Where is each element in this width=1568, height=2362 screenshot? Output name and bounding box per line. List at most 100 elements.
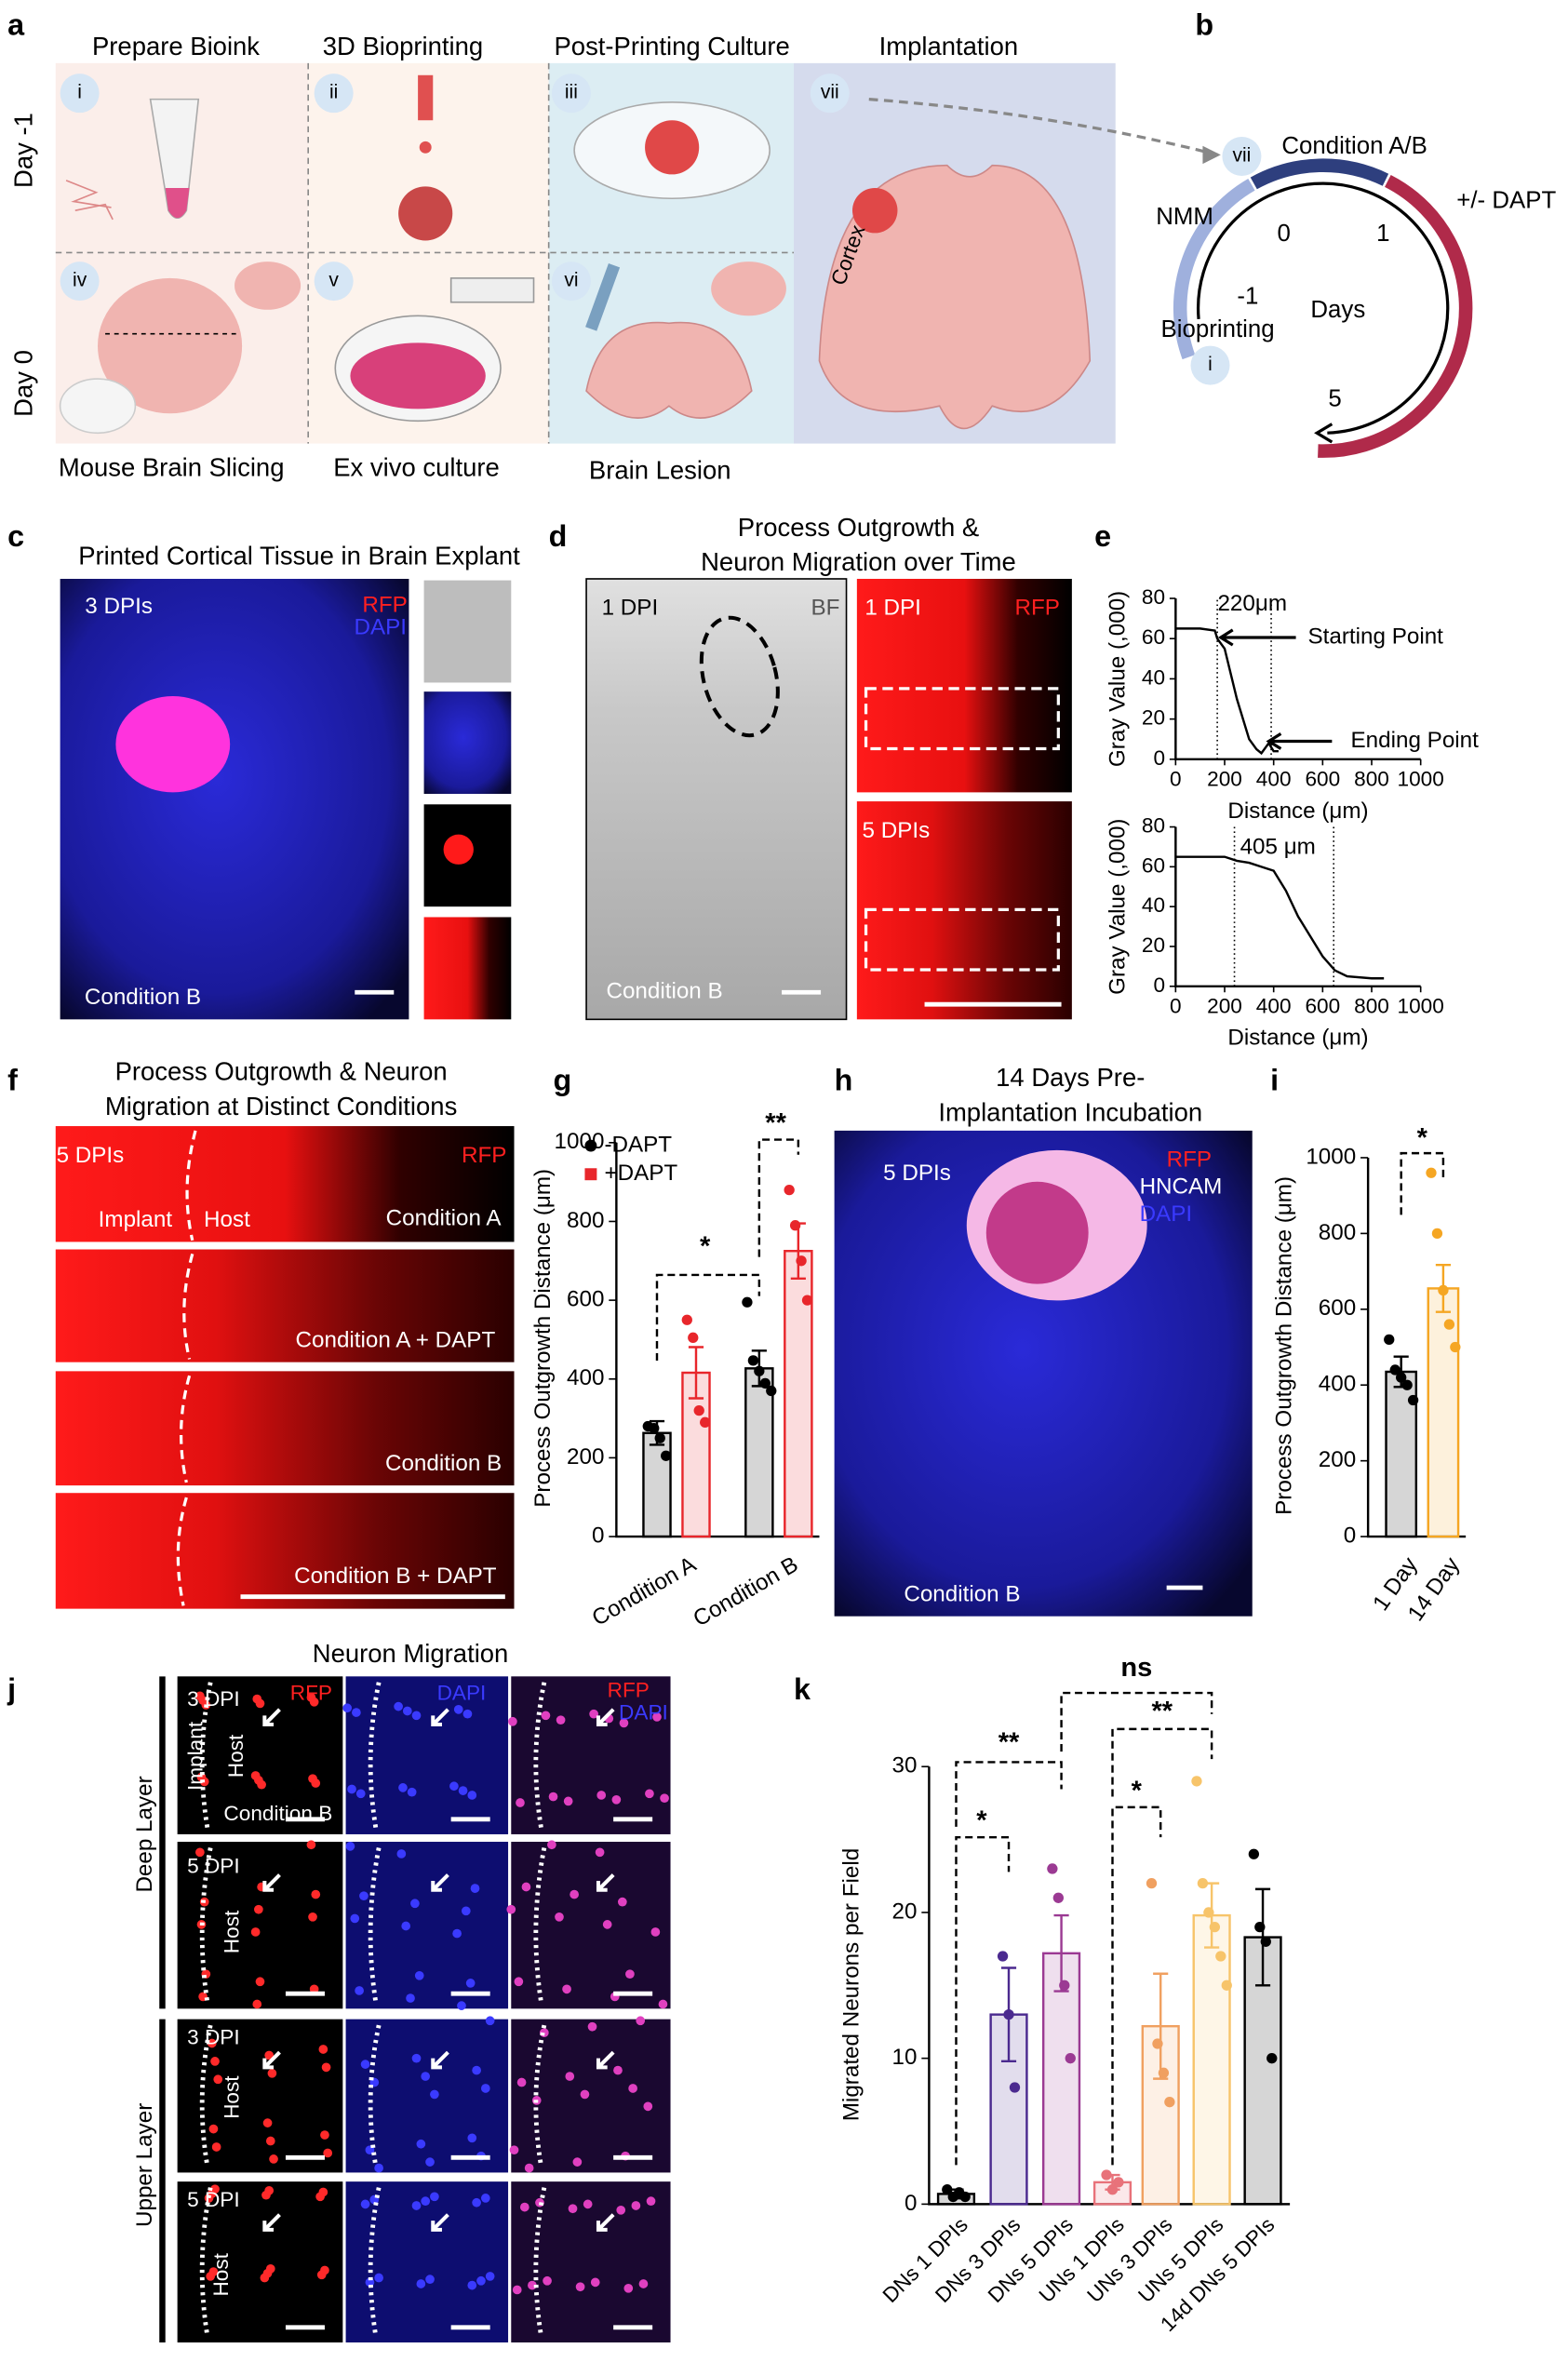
y-tick-label: 800 xyxy=(567,1208,604,1233)
cell xyxy=(320,2130,329,2140)
data-point xyxy=(1396,1372,1407,1383)
arrow xyxy=(431,1708,449,1727)
cell xyxy=(269,2154,278,2164)
cell xyxy=(407,1787,417,1797)
significance: * xyxy=(1132,1776,1143,1805)
y-tick-label: 0 xyxy=(1344,1523,1356,1548)
cell xyxy=(506,1904,516,1914)
cell xyxy=(257,1779,266,1790)
y-tick-label: 800 xyxy=(1319,1220,1356,1245)
cell xyxy=(267,2068,277,2078)
data-point xyxy=(661,1450,672,1461)
cell xyxy=(519,2202,529,2212)
cell xyxy=(628,2084,637,2093)
cell xyxy=(425,2157,435,2167)
data-point xyxy=(959,2191,971,2203)
cell xyxy=(568,2204,578,2214)
cell xyxy=(660,1793,669,1804)
cell xyxy=(472,2065,481,2075)
cell xyxy=(652,1712,662,1722)
data-point xyxy=(1052,1892,1064,1903)
label: Host xyxy=(224,1734,248,1778)
cell xyxy=(350,1913,360,1924)
cell xyxy=(590,2277,600,2288)
cell xyxy=(208,2267,219,2276)
cell xyxy=(308,1912,317,1922)
bar xyxy=(642,1431,672,1538)
lesion-brain xyxy=(585,321,753,419)
cell xyxy=(396,1849,407,1859)
label: Starting Point xyxy=(1308,624,1444,649)
cell xyxy=(416,2139,426,2149)
significance-bracket xyxy=(655,1273,761,1362)
cell xyxy=(255,1977,265,1987)
cell xyxy=(548,1792,558,1802)
data-point xyxy=(681,1314,692,1325)
arrow xyxy=(596,1708,615,1727)
label: Host xyxy=(204,1207,250,1232)
significance: * xyxy=(700,1232,711,1262)
roi xyxy=(864,907,1060,972)
label: 5 DPI xyxy=(187,1854,240,1877)
data-point xyxy=(1009,2082,1021,2093)
step-header: 3D Bioprinting xyxy=(323,32,483,60)
step-number: v xyxy=(328,270,339,291)
label: 405 μm xyxy=(1240,835,1316,860)
cell xyxy=(425,2275,435,2284)
boundary xyxy=(199,1847,213,2004)
y-tick-label: 20 xyxy=(892,1899,918,1924)
panel-letter: d xyxy=(549,519,568,553)
data-point xyxy=(747,1355,759,1366)
label: DAPI xyxy=(437,1682,487,1705)
label: i xyxy=(1208,354,1213,375)
cell xyxy=(265,2136,275,2146)
cell xyxy=(562,1984,571,1994)
step-number: vi xyxy=(564,270,578,291)
legend-label: -DAPT xyxy=(604,1132,672,1157)
cell xyxy=(318,2187,328,2197)
data-point xyxy=(1266,2053,1278,2064)
cell xyxy=(572,2157,583,2167)
cell xyxy=(575,2282,585,2292)
error-bar xyxy=(1254,1887,1271,1987)
label: Ending Point xyxy=(1351,728,1480,753)
label: Condition A/B xyxy=(1281,133,1427,159)
cell xyxy=(352,1708,361,1717)
cell xyxy=(394,1701,403,1711)
label: Condition B xyxy=(904,1581,1020,1606)
cell xyxy=(543,2275,552,2286)
panel-letter: f xyxy=(7,1064,18,1097)
cell xyxy=(453,1705,463,1714)
boundary xyxy=(199,2187,213,2337)
y-tick-label: 80 xyxy=(1142,814,1165,838)
x-tick-label: 1000 xyxy=(1398,994,1444,1017)
y-axis-label: Process Outgrowth Distance (μm) xyxy=(530,1169,556,1508)
label: 3 DPIs xyxy=(85,594,153,619)
label: Condition B xyxy=(223,1802,332,1825)
significance-bracket xyxy=(757,1138,800,1257)
data-point xyxy=(1389,1364,1400,1376)
y-tick-label: 400 xyxy=(567,1365,604,1390)
arrowhead xyxy=(1314,423,1333,444)
x-tick-label: 600 xyxy=(1305,767,1340,790)
cell xyxy=(254,1904,263,1914)
boundary xyxy=(176,1130,197,1606)
cell xyxy=(210,2184,220,2194)
cell xyxy=(320,2265,329,2275)
cell xyxy=(457,2001,466,2010)
cell xyxy=(398,1783,408,1792)
arrow xyxy=(1217,628,1333,750)
timeline xyxy=(1173,158,1473,458)
cell xyxy=(462,1709,473,1719)
significance: * xyxy=(976,1806,987,1836)
implant-core xyxy=(985,1181,1089,1284)
panel-title: 14 Days Pre- xyxy=(996,1063,1145,1092)
cell xyxy=(480,2194,490,2203)
arrow xyxy=(262,1708,281,1727)
cell xyxy=(265,2263,275,2274)
cell xyxy=(570,1889,579,1899)
step-number: ii xyxy=(329,82,338,103)
implant xyxy=(852,187,898,234)
cell xyxy=(264,2050,275,2060)
label: Days xyxy=(1310,297,1365,323)
